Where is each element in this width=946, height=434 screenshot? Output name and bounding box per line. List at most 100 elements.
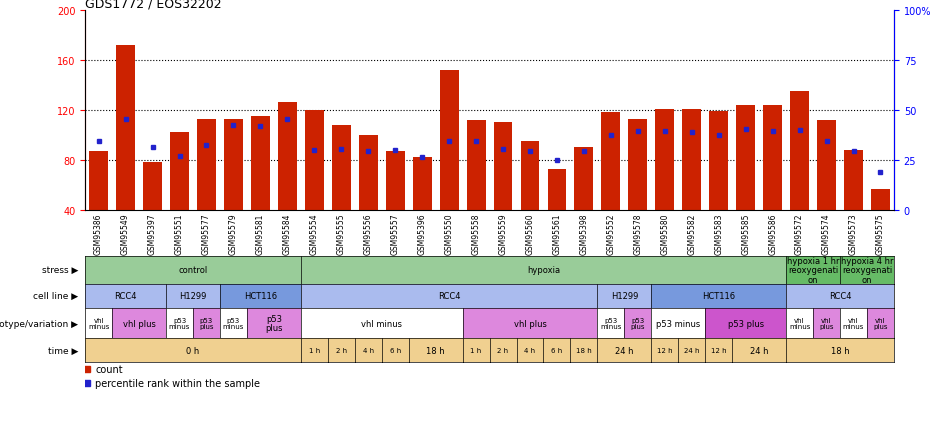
Bar [790,92,809,260]
Text: GSM95586: GSM95586 [768,213,778,254]
Bar [359,135,377,260]
Bar [251,117,270,260]
Text: GSM95557: GSM95557 [391,213,400,254]
Bar [844,151,863,260]
Bar [548,169,567,260]
Text: p53
minus: p53 minus [600,317,622,329]
Bar [602,113,621,260]
Text: 1 h: 1 h [470,348,482,353]
Bar [763,106,782,260]
Bar [116,46,135,260]
Text: H1299: H1299 [180,292,206,301]
Text: GSM95386: GSM95386 [94,213,103,254]
Text: GSM95585: GSM95585 [741,213,750,254]
Text: 4 h: 4 h [524,348,535,353]
Text: GSM95397: GSM95397 [148,213,157,254]
Text: vhl
plus: vhl plus [819,317,833,329]
Text: p53 plus: p53 plus [727,319,763,328]
Text: 24 h: 24 h [684,348,699,353]
Text: vhl
minus: vhl minus [843,317,865,329]
Bar [224,119,243,260]
Bar [332,126,351,260]
Text: GSM95550: GSM95550 [445,213,454,254]
Text: GSM95555: GSM95555 [337,213,346,254]
Text: 18 h: 18 h [576,348,592,353]
Bar [305,111,324,260]
Bar [817,121,836,260]
Text: vhl plus: vhl plus [123,319,155,328]
Text: GSM95572: GSM95572 [795,213,804,254]
Bar [494,123,513,260]
Text: 24 h: 24 h [750,346,768,355]
Text: GSM95396: GSM95396 [417,213,427,254]
Text: GSM95398: GSM95398 [579,213,588,254]
Text: GSM95559: GSM95559 [499,213,508,254]
Text: vhl plus: vhl plus [514,319,547,328]
Bar [170,133,189,260]
Bar [440,71,459,260]
Text: GSM95561: GSM95561 [552,213,562,254]
Text: 24 h: 24 h [615,346,634,355]
Text: GSM95549: GSM95549 [121,213,131,254]
Text: GSM95578: GSM95578 [633,213,642,254]
Text: hypoxia 4 hr
reoxygenati
on: hypoxia 4 hr reoxygenati on [841,256,893,284]
Bar [520,142,539,260]
Text: time ▶: time ▶ [47,346,78,355]
Text: GSM95582: GSM95582 [687,213,696,254]
Text: RCC4: RCC4 [114,292,137,301]
Text: GSM95581: GSM95581 [255,213,265,254]
Text: GSM95573: GSM95573 [849,213,858,254]
Text: GSM95580: GSM95580 [660,213,670,254]
Text: stress ▶: stress ▶ [42,266,78,275]
Bar [197,119,216,260]
Text: count: count [96,365,123,375]
Text: GSM95584: GSM95584 [283,213,292,254]
Text: GSM95554: GSM95554 [309,213,319,254]
Bar [710,112,728,260]
Text: HCT116: HCT116 [702,292,735,301]
Bar [682,109,701,260]
Text: vhl minus: vhl minus [361,319,402,328]
Text: percentile rank within the sample: percentile rank within the sample [96,378,260,388]
Text: 2 h: 2 h [498,348,509,353]
Bar [656,109,674,260]
Bar [412,158,431,260]
Text: 6 h: 6 h [552,348,563,353]
Bar [143,163,162,260]
Bar [574,148,593,260]
Text: RCC4: RCC4 [438,292,461,301]
Text: genotype/variation ▶: genotype/variation ▶ [0,319,78,328]
Text: GSM95558: GSM95558 [471,213,481,254]
Bar [871,189,890,260]
Text: p53
minus: p53 minus [168,317,190,329]
Text: 1 h: 1 h [308,348,320,353]
Text: GSM95579: GSM95579 [229,213,238,254]
Text: GSM95574: GSM95574 [822,213,832,254]
Text: 6 h: 6 h [390,348,401,353]
Text: 12 h: 12 h [710,348,727,353]
Bar [89,152,108,260]
Text: p53
plus: p53 plus [265,314,283,332]
Text: GSM95577: GSM95577 [201,213,211,254]
Text: GSM95560: GSM95560 [525,213,534,254]
Bar [628,119,647,260]
Text: 18 h: 18 h [427,346,445,355]
Text: 18 h: 18 h [831,346,850,355]
Text: p53
plus: p53 plus [631,317,645,329]
Text: GSM95551: GSM95551 [175,213,184,254]
Text: vhl
minus: vhl minus [789,317,811,329]
Bar [466,121,485,260]
Text: GDS1772 / EOS32202: GDS1772 / EOS32202 [85,0,221,11]
Text: HCT116: HCT116 [244,292,277,301]
Text: control: control [179,266,207,275]
Text: GSM95552: GSM95552 [606,213,616,254]
Text: p53
minus: p53 minus [222,317,244,329]
Bar [736,106,755,260]
Text: GSM95583: GSM95583 [714,213,724,254]
Text: hypoxia 1 hr
reoxygenati
on: hypoxia 1 hr reoxygenati on [787,256,839,284]
Text: RCC4: RCC4 [829,292,851,301]
Text: vhl
plus: vhl plus [873,317,887,329]
Text: H1299: H1299 [611,292,638,301]
Text: 2 h: 2 h [336,348,347,353]
Text: 12 h: 12 h [657,348,673,353]
